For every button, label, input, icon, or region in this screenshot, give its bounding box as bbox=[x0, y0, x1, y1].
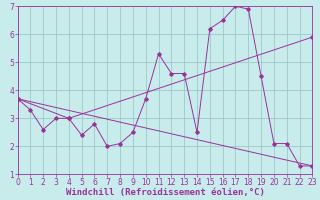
X-axis label: Windchill (Refroidissement éolien,°C): Windchill (Refroidissement éolien,°C) bbox=[66, 188, 264, 197]
